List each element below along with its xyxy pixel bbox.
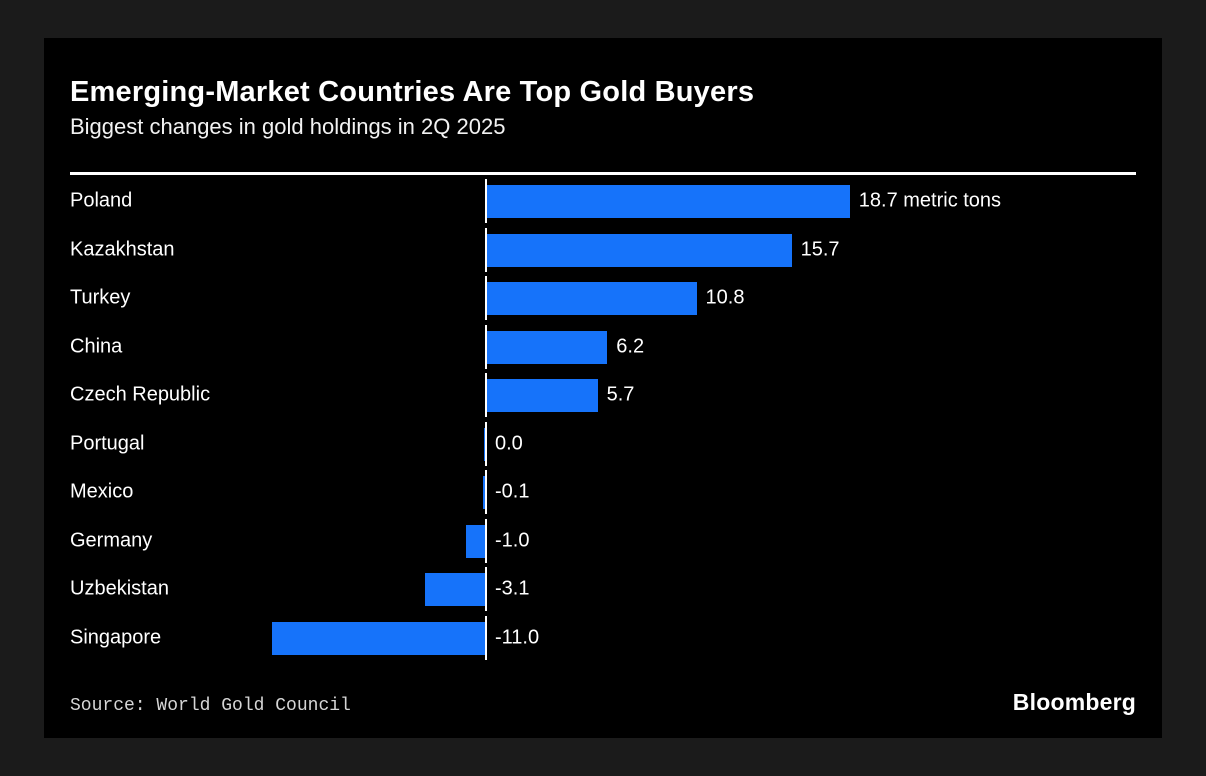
zero-axis-tick: [485, 324, 487, 369]
chart-footer: Source: World Gold Council Bloomberg: [70, 689, 1136, 716]
chart-row: Turkey 10.8: [70, 274, 1136, 323]
chart-row: Czech Republic 5.7: [70, 371, 1136, 420]
value-bar: [487, 185, 850, 218]
bloomberg-logo: Bloomberg: [1012, 689, 1136, 715]
value-label: 10.8: [705, 286, 745, 309]
country-label: Germany: [70, 529, 153, 552]
value-label: -0.1: [495, 480, 530, 503]
value-bar: [465, 524, 485, 558]
country-label: Czech Republic: [70, 383, 211, 406]
value-label: 18.7 metric tons: [858, 189, 1002, 212]
country-label: Portugal: [70, 432, 145, 455]
country-label: Uzbekistan: [70, 577, 169, 600]
zero-axis-tick: [485, 373, 487, 417]
chart-row: Uzbekistan -3.1: [70, 565, 1136, 614]
chart-card: Emerging-Market Countries Are Top Gold B…: [44, 38, 1162, 738]
zero-axis-tick: [485, 470, 487, 514]
zero-axis-tick: [485, 567, 487, 611]
value-label: -11.0: [495, 626, 540, 649]
chart-row: Mexico -0.1: [70, 468, 1136, 517]
zero-axis-tick: [485, 421, 487, 466]
chart-title: Emerging-Market Countries Are Top Gold B…: [70, 76, 755, 108]
zero-axis-tick: [485, 227, 487, 272]
zero-axis-tick: [485, 518, 487, 563]
value-bar: [483, 427, 485, 461]
value-bar: [487, 233, 792, 267]
zero-axis-tick: [485, 615, 487, 660]
chart-row: Singapore -11.0: [70, 614, 1136, 663]
chart-row: Portugal 0.0: [70, 420, 1136, 469]
chart-row: Kazakhstan 15.7: [70, 226, 1136, 275]
value-bar: [424, 573, 485, 606]
country-label: Kazakhstan: [70, 238, 175, 261]
country-label: China: [70, 335, 123, 358]
value-bar: [487, 379, 598, 412]
chart-row: China 6.2: [70, 323, 1136, 372]
chart-row: Poland 18.7 metric tons: [70, 177, 1136, 226]
source-note: Source: World Gold Council: [70, 696, 351, 716]
value-label: 15.7: [800, 238, 840, 261]
value-bar: [483, 476, 485, 509]
country-label: Mexico: [70, 480, 134, 503]
value-bar: [271, 621, 485, 655]
header-divider: [70, 172, 1136, 175]
country-label: Singapore: [70, 626, 162, 649]
value-label: 6.2: [616, 335, 645, 358]
value-label: 0.0: [495, 432, 523, 455]
value-label: -1.0: [495, 529, 530, 552]
value-bar: [487, 330, 608, 364]
chart-row: Germany -1.0: [70, 517, 1136, 566]
zero-axis-tick: [485, 276, 487, 320]
country-label: Turkey: [70, 286, 131, 309]
country-label: Poland: [70, 189, 133, 212]
chart-subtitle: Biggest changes in gold holdings in 2Q 2…: [70, 114, 506, 139]
value-label: 5.7: [606, 383, 635, 406]
value-bar: [487, 282, 697, 315]
chart-plot-area: Poland 18.7 metric tons Kazakhstan 15.7 Turk…: [70, 177, 1136, 662]
value-label: -3.1: [495, 577, 530, 600]
zero-axis-tick: [485, 179, 487, 223]
